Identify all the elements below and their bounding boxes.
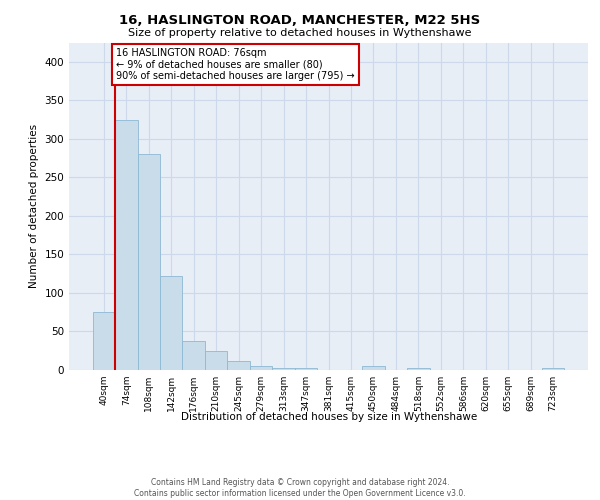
Bar: [272, 368, 295, 370]
Text: 16 HASLINGTON ROAD: 76sqm
← 9% of detached houses are smaller (80)
90% of semi-d: 16 HASLINGTON ROAD: 76sqm ← 9% of detach…: [116, 48, 355, 81]
Bar: [362, 366, 385, 370]
Bar: [182, 340, 205, 370]
Bar: [115, 120, 137, 370]
Bar: [205, 350, 227, 370]
Text: 16, HASLINGTON ROAD, MANCHESTER, M22 5HS: 16, HASLINGTON ROAD, MANCHESTER, M22 5HS: [119, 14, 481, 27]
Y-axis label: Number of detached properties: Number of detached properties: [29, 124, 39, 288]
Text: Contains HM Land Registry data © Crown copyright and database right 2024.
Contai: Contains HM Land Registry data © Crown c…: [134, 478, 466, 498]
Text: Size of property relative to detached houses in Wythenshawe: Size of property relative to detached ho…: [128, 28, 472, 38]
Bar: [137, 154, 160, 370]
Text: Distribution of detached houses by size in Wythenshawe: Distribution of detached houses by size …: [181, 412, 477, 422]
Bar: [250, 366, 272, 370]
Bar: [92, 312, 115, 370]
Bar: [160, 276, 182, 370]
Bar: [407, 368, 430, 370]
Bar: [295, 368, 317, 370]
Bar: [227, 361, 250, 370]
Bar: [542, 368, 565, 370]
